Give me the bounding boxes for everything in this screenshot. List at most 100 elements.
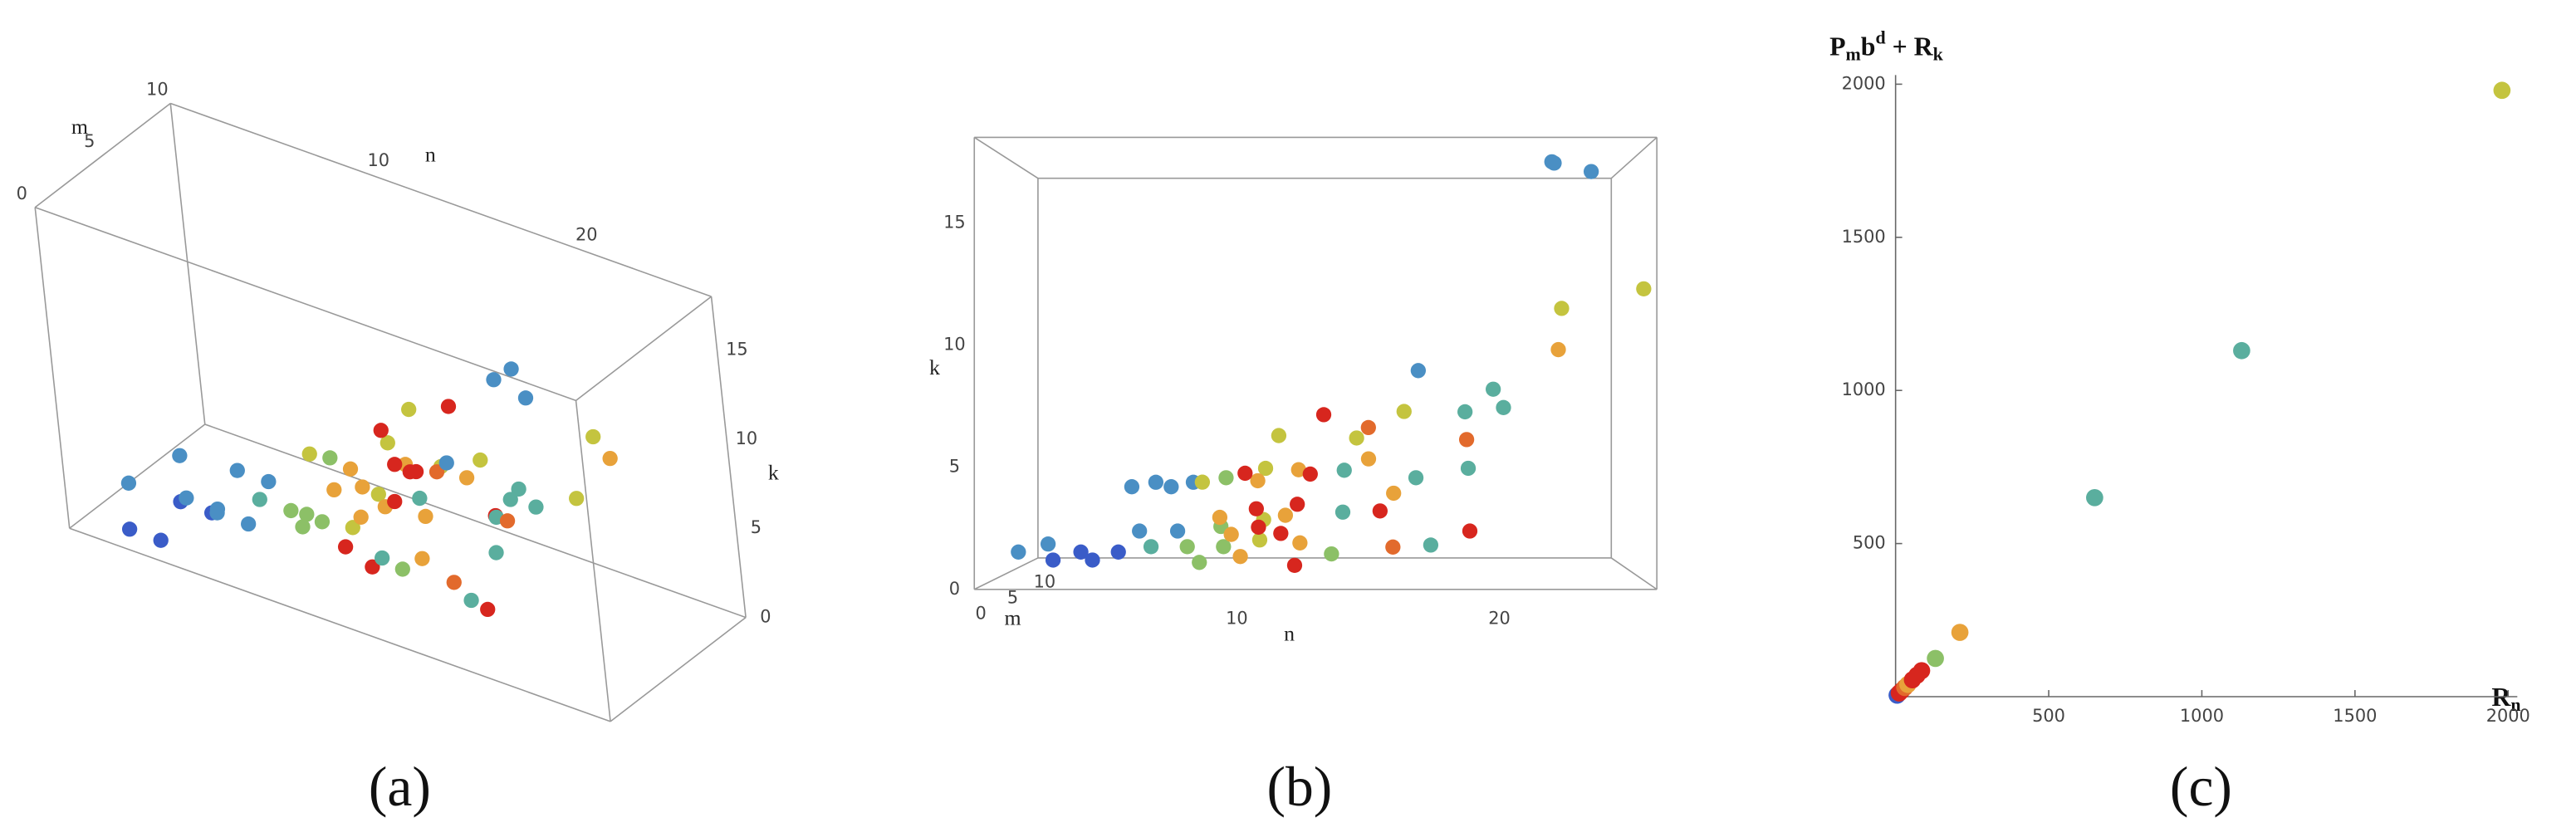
y-tick-label: 10	[736, 428, 758, 448]
point	[1216, 539, 1232, 555]
point	[2493, 81, 2511, 100]
y-axis-label: k	[929, 355, 940, 379]
point	[1386, 485, 1402, 502]
z-tick-label: 0	[976, 604, 987, 624]
point	[1408, 470, 1424, 486]
point	[1457, 404, 1473, 420]
point	[1250, 472, 1266, 489]
point	[1277, 507, 1294, 523]
point	[1232, 549, 1248, 565]
box-edge	[69, 423, 206, 529]
box-edge	[169, 103, 206, 425]
point	[569, 491, 585, 507]
z-tick-label: 0	[17, 184, 27, 203]
point	[585, 428, 601, 445]
point	[446, 575, 462, 590]
point	[1324, 546, 1339, 562]
y-tick-label: 0	[949, 579, 960, 599]
point	[252, 492, 267, 507]
panel-caption: (c)	[2170, 756, 2232, 818]
z-axis-label: m	[71, 115, 88, 139]
box-edge	[34, 206, 576, 402]
point	[1179, 539, 1195, 555]
point	[1462, 523, 1478, 539]
point	[387, 457, 403, 472]
point	[337, 539, 354, 555]
point	[374, 550, 390, 566]
point	[602, 450, 618, 467]
point	[1192, 555, 1207, 570]
point	[1011, 544, 1026, 560]
point	[229, 463, 245, 478]
z-tick-label: 5	[1007, 588, 1018, 608]
point	[1349, 430, 1364, 446]
point	[517, 390, 534, 406]
y-tick-label: 10	[943, 335, 966, 355]
point	[463, 592, 479, 609]
label-part: b	[1861, 32, 1876, 61]
point	[1218, 470, 1234, 486]
box-edge	[69, 527, 611, 722]
point	[370, 487, 386, 502]
x-tick-label: 2000	[2486, 706, 2530, 726]
point	[301, 446, 317, 462]
point	[1223, 526, 1239, 542]
point	[1385, 539, 1401, 555]
box-edge	[1610, 557, 1658, 590]
point	[153, 532, 169, 548]
point	[1237, 465, 1253, 482]
point	[1360, 419, 1376, 436]
panel-caption: (a)	[369, 756, 431, 818]
box-edge	[973, 557, 1039, 590]
point	[365, 559, 380, 575]
point	[380, 435, 395, 451]
x-tick-label: 500	[2032, 706, 2065, 726]
point	[314, 514, 331, 530]
y-tick-label: 2000	[1842, 73, 1886, 93]
panel-caption: (b)	[1267, 756, 1333, 818]
y-axis-label: Pmbd + Rk	[1829, 28, 1943, 65]
z-tick-label: 10	[1034, 572, 1056, 592]
point	[1085, 552, 1100, 568]
y-tick-label: 5	[751, 517, 762, 537]
x-tick-label: 1000	[2180, 706, 2224, 726]
point	[326, 482, 342, 498]
box-edge	[575, 296, 713, 401]
point	[1554, 301, 1570, 316]
box-edge	[169, 102, 712, 297]
point	[402, 464, 418, 480]
point	[1372, 503, 1388, 519]
point	[1194, 474, 1211, 490]
y-tick-label: 15	[726, 339, 748, 359]
y-tick-label: 1000	[1842, 379, 1886, 399]
point	[1550, 341, 1566, 358]
point	[1248, 501, 1264, 516]
point	[1110, 544, 1126, 560]
x-axis-label: n	[1284, 621, 1295, 645]
y-tick-label: 500	[1853, 533, 1886, 553]
point	[179, 490, 194, 506]
point	[1271, 428, 1287, 443]
point	[414, 551, 430, 566]
box-edge	[610, 616, 747, 722]
point	[261, 473, 277, 490]
box-edge	[34, 102, 171, 208]
point	[1636, 281, 1652, 296]
y-tick-label: 1500	[1842, 227, 1886, 247]
point	[1546, 155, 1562, 171]
point	[502, 492, 518, 507]
point	[503, 361, 519, 377]
point	[488, 545, 504, 560]
box-edge	[204, 423, 747, 619]
box-edge	[973, 136, 1039, 179]
x-tick-label: 10	[367, 150, 389, 170]
point	[2086, 488, 2103, 507]
point	[486, 372, 502, 388]
point	[1290, 497, 1305, 512]
point	[418, 508, 433, 525]
point	[412, 490, 428, 507]
x-tick-label: 10	[1226, 609, 1248, 629]
point	[1045, 552, 1061, 568]
label-part: d	[1875, 28, 1885, 48]
point	[1336, 463, 1352, 478]
